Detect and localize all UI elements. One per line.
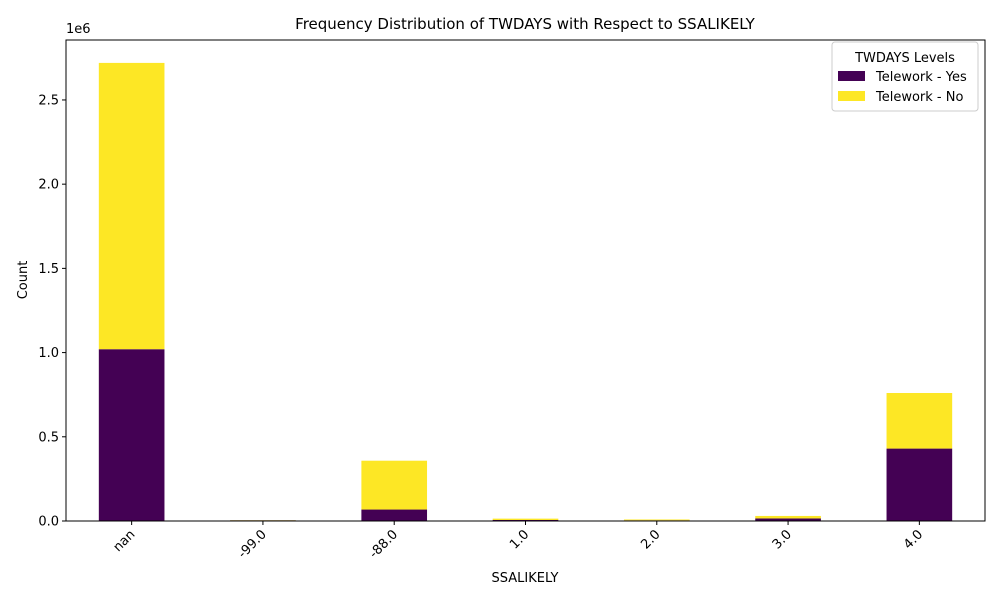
legend-label-telework-yes: Telework - Yes [875, 70, 967, 85]
bar-telework-yes-2 [361, 510, 427, 521]
bar-telework-yes-0 [99, 349, 165, 521]
chart-title: Frequency Distribution of TWDAYS with Re… [295, 15, 755, 33]
x-tick-label: 4.0 [901, 527, 926, 552]
bar-telework-no-0 [99, 63, 165, 349]
y-tick-label: 1.0 [38, 346, 59, 361]
bar-telework-no-3 [493, 519, 559, 520]
legend-label-telework-no: Telework - No [875, 90, 963, 105]
y-axis-ticks: 0.0 0.5 1.0 1.5 2.0 2.5 [38, 93, 66, 529]
plot-area-frame [66, 40, 985, 521]
y-tick-label: 0.5 [38, 430, 59, 445]
bar-telework-no-4 [624, 519, 690, 520]
y-axis-scale-label: 1e6 [66, 22, 91, 37]
bar-telework-no-2 [361, 461, 427, 510]
y-tick-label: 0.0 [38, 515, 59, 530]
x-tick-label: -99.0 [235, 527, 269, 561]
y-tick-label: 2.5 [38, 93, 59, 108]
x-tick-label: -88.0 [367, 527, 401, 561]
x-axis-label: SSALIKELY [492, 571, 559, 586]
x-tick-label: 1.0 [507, 527, 532, 552]
legend-title: TWDAYS Levels [854, 51, 955, 66]
bar-telework-no-6 [887, 393, 953, 449]
x-axis-ticks: nan -99.0 -88.0 1.0 2.0 3.0 4.0 [111, 521, 927, 562]
legend: TWDAYS Levels Telework - Yes Telework - … [832, 42, 978, 111]
y-tick-label: 2.0 [38, 178, 59, 193]
x-tick-label: nan [111, 527, 139, 555]
bars-group [99, 63, 952, 521]
bar-telework-yes-6 [887, 449, 953, 521]
legend-swatch-telework-yes [838, 71, 865, 81]
y-axis-label: Count [16, 261, 31, 300]
legend-swatch-telework-no [838, 91, 865, 101]
x-tick-label: 3.0 [770, 527, 795, 552]
bar-telework-no-5 [755, 516, 821, 519]
x-tick-label: 2.0 [638, 527, 663, 552]
y-tick-label: 1.5 [38, 262, 59, 277]
